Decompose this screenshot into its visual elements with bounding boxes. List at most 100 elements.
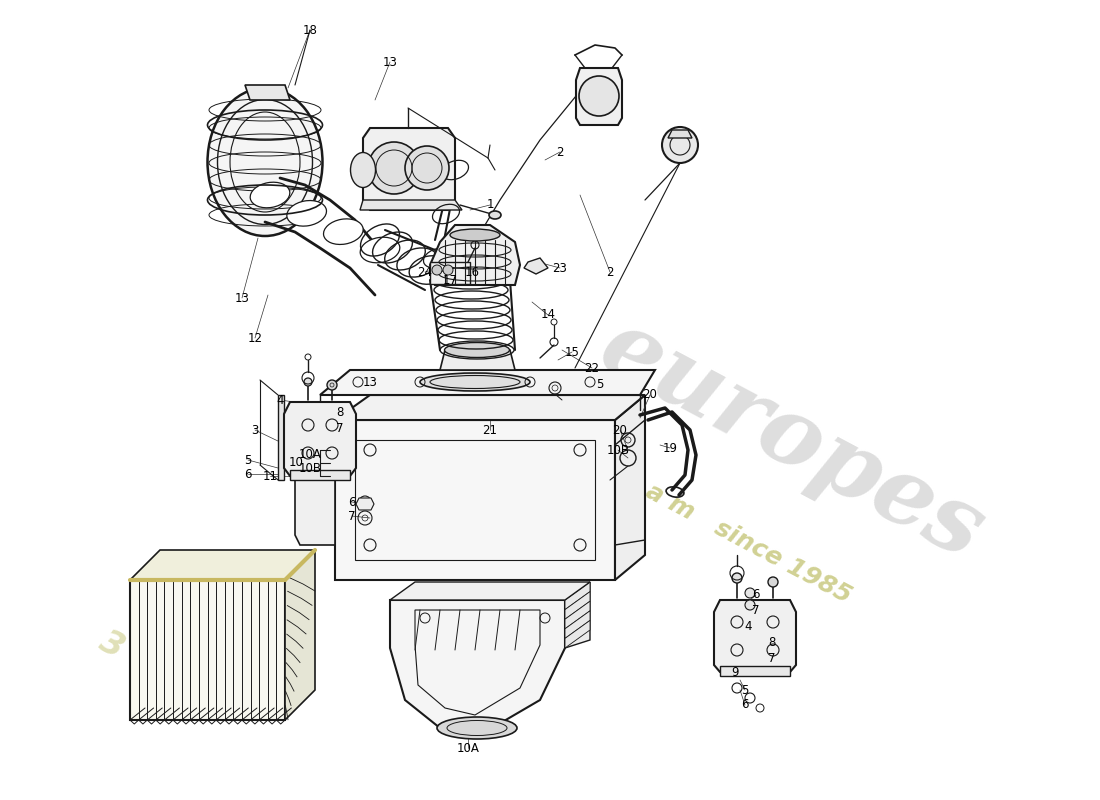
- Circle shape: [662, 127, 698, 163]
- Circle shape: [745, 600, 755, 610]
- Circle shape: [405, 146, 449, 190]
- Text: 2: 2: [557, 146, 563, 158]
- Polygon shape: [278, 395, 284, 480]
- Text: 21: 21: [483, 423, 497, 437]
- Circle shape: [745, 588, 755, 598]
- Polygon shape: [245, 85, 290, 100]
- Polygon shape: [430, 225, 520, 285]
- Text: 12: 12: [248, 331, 263, 345]
- Polygon shape: [336, 420, 615, 580]
- Polygon shape: [565, 602, 590, 629]
- Text: 10B: 10B: [606, 443, 629, 457]
- Polygon shape: [720, 666, 790, 676]
- Text: 10A: 10A: [298, 449, 321, 462]
- Text: europes: europes: [585, 302, 999, 578]
- Text: 14: 14: [540, 309, 556, 322]
- Circle shape: [432, 265, 442, 275]
- Text: 9: 9: [732, 666, 739, 678]
- Text: 20: 20: [613, 423, 627, 437]
- Polygon shape: [565, 582, 590, 610]
- Text: 6: 6: [244, 467, 252, 481]
- Text: 10A: 10A: [456, 742, 480, 754]
- Text: 7: 7: [349, 510, 355, 522]
- Ellipse shape: [490, 211, 500, 219]
- Text: 7: 7: [752, 603, 760, 617]
- Polygon shape: [390, 600, 565, 735]
- Ellipse shape: [351, 153, 375, 187]
- Text: 8: 8: [768, 637, 776, 650]
- Text: 6: 6: [752, 589, 760, 602]
- Text: 10B: 10B: [298, 462, 321, 474]
- Ellipse shape: [208, 88, 322, 236]
- Text: a m   since 1985: a m since 1985: [641, 479, 855, 609]
- Polygon shape: [336, 395, 645, 420]
- Text: 18: 18: [302, 23, 318, 37]
- Polygon shape: [360, 200, 462, 210]
- Polygon shape: [565, 592, 590, 619]
- Text: 4: 4: [745, 619, 751, 633]
- Circle shape: [732, 573, 742, 583]
- Text: 3: 3: [251, 423, 258, 437]
- Polygon shape: [295, 445, 336, 545]
- Circle shape: [304, 378, 312, 386]
- Ellipse shape: [450, 229, 500, 241]
- Polygon shape: [524, 258, 548, 274]
- Ellipse shape: [360, 238, 399, 262]
- Ellipse shape: [250, 182, 289, 208]
- Circle shape: [443, 265, 453, 275]
- Text: 19: 19: [662, 442, 678, 454]
- Text: 5: 5: [741, 683, 749, 697]
- Ellipse shape: [420, 373, 530, 391]
- Polygon shape: [565, 611, 590, 638]
- Text: 4: 4: [276, 394, 284, 406]
- Polygon shape: [615, 395, 645, 580]
- Circle shape: [579, 76, 619, 116]
- Circle shape: [368, 142, 420, 194]
- Polygon shape: [576, 68, 621, 125]
- Polygon shape: [130, 550, 315, 580]
- Ellipse shape: [323, 219, 363, 245]
- Polygon shape: [290, 470, 350, 480]
- Polygon shape: [285, 550, 315, 720]
- Text: 6: 6: [741, 698, 749, 711]
- Bar: [430, 262, 470, 284]
- Text: 22: 22: [584, 362, 600, 374]
- Text: 23: 23: [552, 262, 568, 274]
- Text: 13: 13: [234, 291, 250, 305]
- Polygon shape: [440, 350, 515, 370]
- Circle shape: [768, 577, 778, 587]
- Polygon shape: [565, 621, 590, 648]
- Ellipse shape: [287, 201, 327, 226]
- Text: 24: 24: [418, 266, 432, 278]
- Text: 11: 11: [263, 470, 277, 482]
- Text: 7: 7: [337, 422, 343, 434]
- Text: 2: 2: [606, 266, 614, 278]
- Text: 8: 8: [337, 406, 343, 418]
- Polygon shape: [284, 402, 356, 476]
- Ellipse shape: [437, 717, 517, 739]
- Polygon shape: [356, 498, 374, 510]
- Text: 20: 20: [642, 389, 658, 402]
- Circle shape: [327, 380, 337, 390]
- Polygon shape: [363, 128, 455, 210]
- Text: 3 m: 3 m: [94, 625, 170, 687]
- Bar: [355, 440, 595, 560]
- Text: 6: 6: [349, 495, 355, 509]
- Polygon shape: [565, 582, 590, 648]
- Text: 5: 5: [596, 378, 604, 391]
- Text: 15: 15: [564, 346, 580, 358]
- Ellipse shape: [444, 342, 509, 358]
- Text: 5: 5: [244, 454, 252, 466]
- Polygon shape: [130, 580, 285, 720]
- Text: 7: 7: [768, 651, 776, 665]
- Polygon shape: [714, 600, 796, 672]
- Text: 13: 13: [363, 375, 377, 389]
- Text: 16: 16: [464, 266, 480, 278]
- Text: 13: 13: [383, 55, 397, 69]
- Text: 10: 10: [288, 455, 304, 469]
- Polygon shape: [668, 130, 692, 138]
- Polygon shape: [320, 370, 654, 395]
- Polygon shape: [390, 582, 590, 600]
- Text: 17: 17: [442, 274, 458, 286]
- Text: 1: 1: [486, 198, 494, 211]
